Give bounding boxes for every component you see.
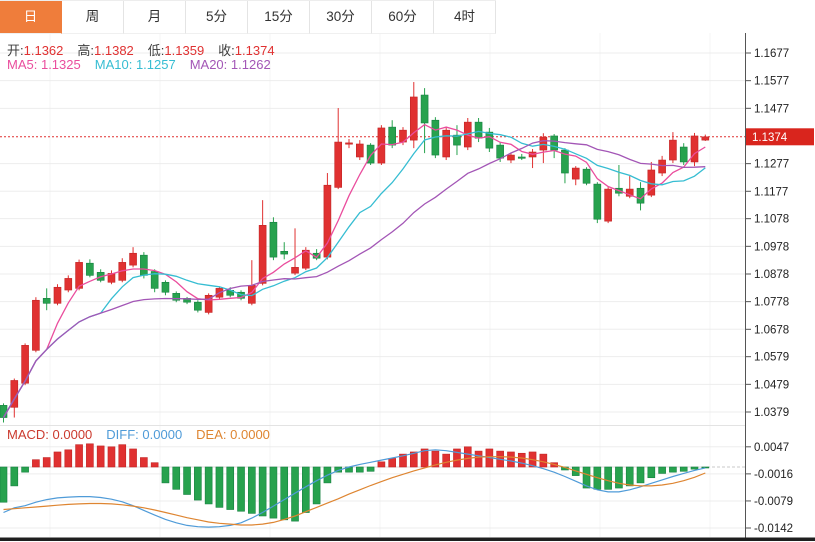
- bottom-border: [0, 537, 815, 541]
- axis-tick-label: 1.0379: [754, 407, 789, 419]
- axis-tick-label: -0.0142: [754, 523, 793, 535]
- axis-tick-label: -0.0016: [754, 469, 793, 481]
- axis-tick-label: 1.0579: [754, 352, 789, 364]
- dea-line: [3, 456, 706, 526]
- tab-month[interactable]: 月: [124, 1, 186, 34]
- axis-tick-label: 1.1577: [754, 76, 789, 88]
- ma-lines: [2, 123, 706, 418]
- axis-tick-label: 1.1477: [754, 103, 789, 115]
- period-tabbar: 日 周 月 5分 15分 30分 60分 4时: [0, 0, 496, 34]
- tab-week[interactable]: 周: [62, 1, 124, 34]
- ma20-line: [2, 140, 706, 418]
- price-axis: 1.1677 1.1577 1.1477 1.1277 1.1177 1.1078 1.09…: [745, 33, 793, 539]
- tab-5min[interactable]: 5分: [186, 1, 248, 34]
- diff-line: [3, 449, 706, 528]
- macd-histogram: [0, 443, 710, 522]
- axis-tick-label: -0.0079: [754, 496, 793, 508]
- tab-30min[interactable]: 30分: [310, 1, 372, 34]
- tab-60min[interactable]: 60分: [372, 1, 434, 34]
- current-price-tag-value: 1.1374: [752, 132, 788, 144]
- axis-tick-label: 1.1078: [754, 214, 789, 226]
- candles: [0, 82, 710, 423]
- ma5-line: [2, 123, 706, 418]
- macd-lines: [3, 449, 706, 528]
- current-price-tag: 1.1374: [746, 128, 814, 146]
- axis-tick-label: 1.1177: [754, 186, 788, 198]
- ma10-line: [2, 130, 706, 418]
- axis-tick-label: 1.1677: [754, 48, 789, 60]
- axis-tick-label: 0.0047: [754, 442, 789, 454]
- tab-day[interactable]: 日: [0, 1, 62, 34]
- axis-tick-label: 1.0678: [754, 324, 789, 336]
- axis-tick-label: 1.1277: [754, 159, 789, 171]
- axis-tick-label: 1.0778: [754, 297, 789, 309]
- axis-tick-label: 1.0479: [754, 379, 789, 391]
- axis-tick-label: 1.0878: [754, 269, 789, 281]
- tab-15min[interactable]: 15分: [248, 1, 310, 34]
- tab-4hour[interactable]: 4时: [434, 1, 496, 34]
- axis-tick-label: 1.0978: [754, 241, 789, 253]
